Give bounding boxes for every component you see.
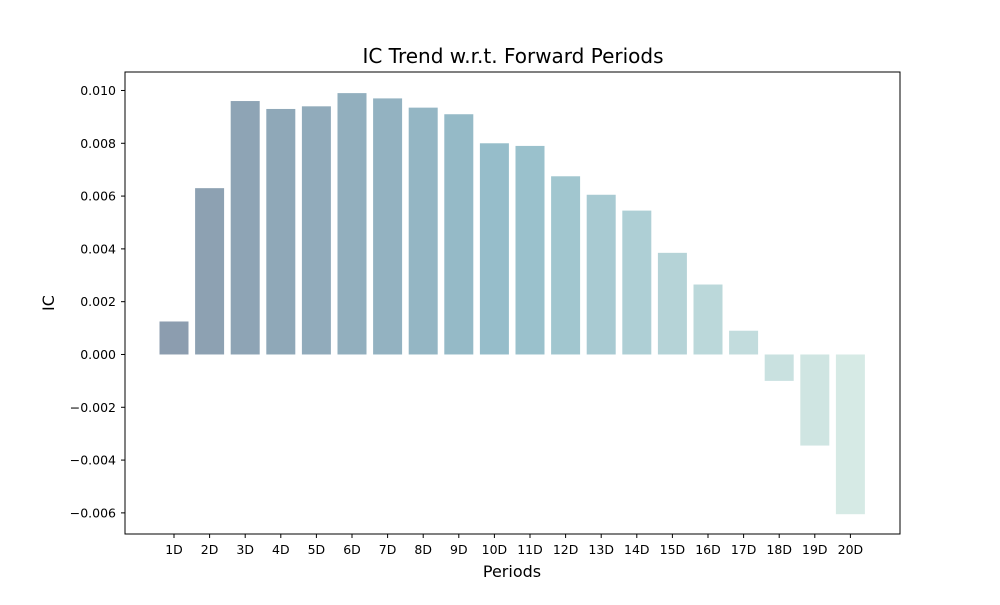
x-tick-label: 14D (624, 542, 650, 557)
bar-3D (230, 101, 260, 355)
x-tick-label: 10D (482, 542, 508, 557)
bar-16D (693, 284, 723, 355)
x-tick-label: 8D (414, 542, 432, 557)
x-tick-label: 11D (517, 542, 543, 557)
y-tick-label: −0.004 (70, 453, 116, 468)
x-tick-label: 16D (695, 542, 721, 557)
bar-12D (551, 176, 581, 355)
x-tick-label: 20D (838, 542, 864, 557)
x-tick-label: 4D (272, 542, 290, 557)
x-tick-label: 18D (766, 542, 792, 557)
bar-15D (657, 252, 687, 355)
x-tick-label: 1D (165, 542, 183, 557)
bar-9D (444, 114, 474, 355)
y-axis-ticks: −0.006 −0.004 −0.002 0.000 0.002 0.004 0.006 0.… (70, 83, 125, 520)
bar-2D (195, 188, 225, 355)
x-tick-label: 17D (731, 542, 757, 557)
bar-18D (764, 354, 794, 381)
bar-11D (515, 145, 545, 355)
bar-4D (266, 108, 296, 355)
bars-layer (159, 93, 865, 515)
y-tick-label: 0.000 (80, 347, 116, 362)
x-tick-label: 9D (450, 542, 468, 557)
chart-title: IC Trend w.r.t. Forward Periods (362, 44, 663, 68)
bar-17D (729, 330, 759, 355)
x-tick-label: 3D (236, 542, 254, 557)
plot-frame (124, 71, 901, 535)
bar-19D (800, 354, 830, 446)
x-tick-label: 13D (588, 542, 614, 557)
bar-7D (373, 98, 403, 355)
y-axis-label: IC (39, 295, 58, 311)
bar-13D (586, 194, 616, 355)
x-axis-ticks: 1D 2D 3D 4D 5D 6D 7D 8D 9D 10D 11D 12D 13D 14D 15D 16D 1… (165, 534, 863, 557)
y-tick-label: 0.010 (80, 83, 116, 98)
bar-8D (408, 107, 438, 355)
x-tick-label: 15D (660, 542, 686, 557)
x-tick-label: 12D (553, 542, 579, 557)
bar-1D (159, 321, 189, 355)
x-tick-label: 2D (201, 542, 219, 557)
bar-5D (301, 106, 331, 355)
y-tick-label: 0.004 (80, 241, 116, 256)
y-tick-label: −0.006 (70, 505, 116, 520)
x-axis-label: Periods (483, 562, 541, 581)
bar-6D (337, 93, 367, 355)
bar-20D (835, 354, 865, 515)
y-tick-label: 0.006 (80, 189, 116, 204)
x-tick-label: 19D (802, 542, 828, 557)
bar-14D (622, 210, 652, 355)
x-tick-label: 5D (308, 542, 326, 557)
x-tick-label: 6D (343, 542, 361, 557)
y-tick-label: 0.008 (80, 136, 116, 151)
x-tick-label: 7D (379, 542, 397, 557)
y-tick-label: 0.002 (80, 294, 116, 309)
bar-10D (479, 143, 509, 355)
y-tick-label: −0.002 (70, 400, 116, 415)
